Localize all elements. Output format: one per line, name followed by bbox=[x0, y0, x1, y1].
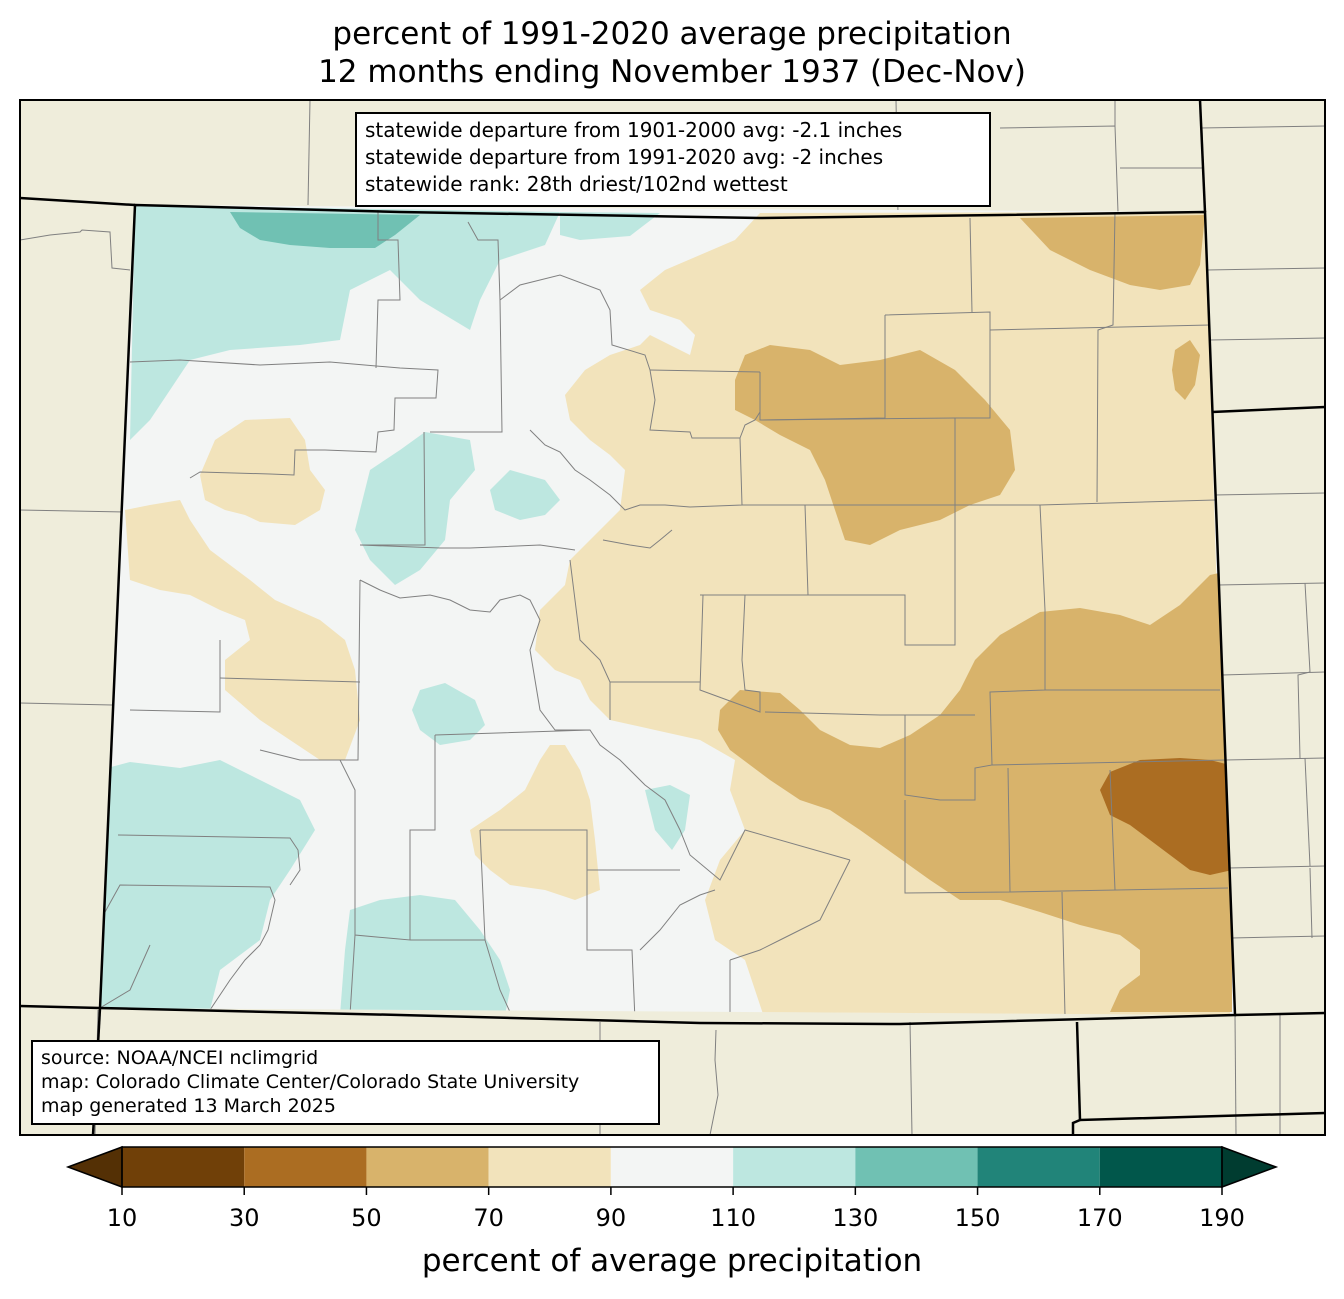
colorbar-tick-label-130: 130 bbox=[832, 1204, 879, 1232]
stats-departure-1991-2020: statewide departure from 1991-2020 avg: … bbox=[365, 145, 884, 169]
statewide-stats-box: statewide departure from 1901-2000 avg: … bbox=[355, 112, 991, 207]
region-110-130 bbox=[100, 205, 690, 1015]
source-line: source: NOAA/NCEI nclimgrid bbox=[41, 1047, 319, 1069]
colorado-county-lines bbox=[100, 210, 1229, 1015]
stats-departure-1901-2000: statewide departure from 1901-2000 avg: … bbox=[365, 118, 903, 142]
map-credit-line: map: Colorado Climate Center/Colorado St… bbox=[41, 1071, 580, 1093]
stats-rank: statewide rank: 28th driest/102nd wettes… bbox=[365, 172, 788, 196]
map-title-line-1: percent of 1991-2020 average precipitati… bbox=[332, 16, 1012, 52]
map-frame bbox=[19, 99, 1326, 1136]
colorbar-tick-label-10: 10 bbox=[106, 1204, 138, 1232]
region-30-50 bbox=[1100, 758, 1232, 875]
map-generated-line: map generated 13 March 2025 bbox=[41, 1095, 336, 1117]
colorbar-tick-label-50: 50 bbox=[351, 1204, 382, 1232]
colorbar-tick-label-70: 70 bbox=[473, 1204, 504, 1232]
colorbar-tick-label-190: 190 bbox=[1199, 1204, 1245, 1232]
colorbar-tick-label-30: 30 bbox=[228, 1204, 260, 1232]
colorbar-label: percent of average precipitation bbox=[421, 1243, 923, 1279]
colorbar-tick-label-150: 150 bbox=[954, 1204, 1001, 1232]
map-title-line-2: 12 months ending November 1937 (Dec-Nov) bbox=[318, 54, 1026, 90]
colorbar-tick-label-170: 170 bbox=[1076, 1204, 1123, 1232]
region-130-150 bbox=[230, 212, 420, 248]
source-box: source: NOAA/NCEI nclimgrid map: Colorad… bbox=[31, 1040, 660, 1125]
colorbar-tick-label-110: 110 bbox=[710, 1204, 757, 1232]
colorbar-tick-label-90: 90 bbox=[595, 1204, 627, 1232]
